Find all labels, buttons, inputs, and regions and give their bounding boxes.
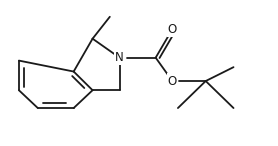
Text: O: O (168, 74, 177, 88)
Text: O: O (168, 23, 177, 36)
Text: N: N (115, 51, 124, 64)
